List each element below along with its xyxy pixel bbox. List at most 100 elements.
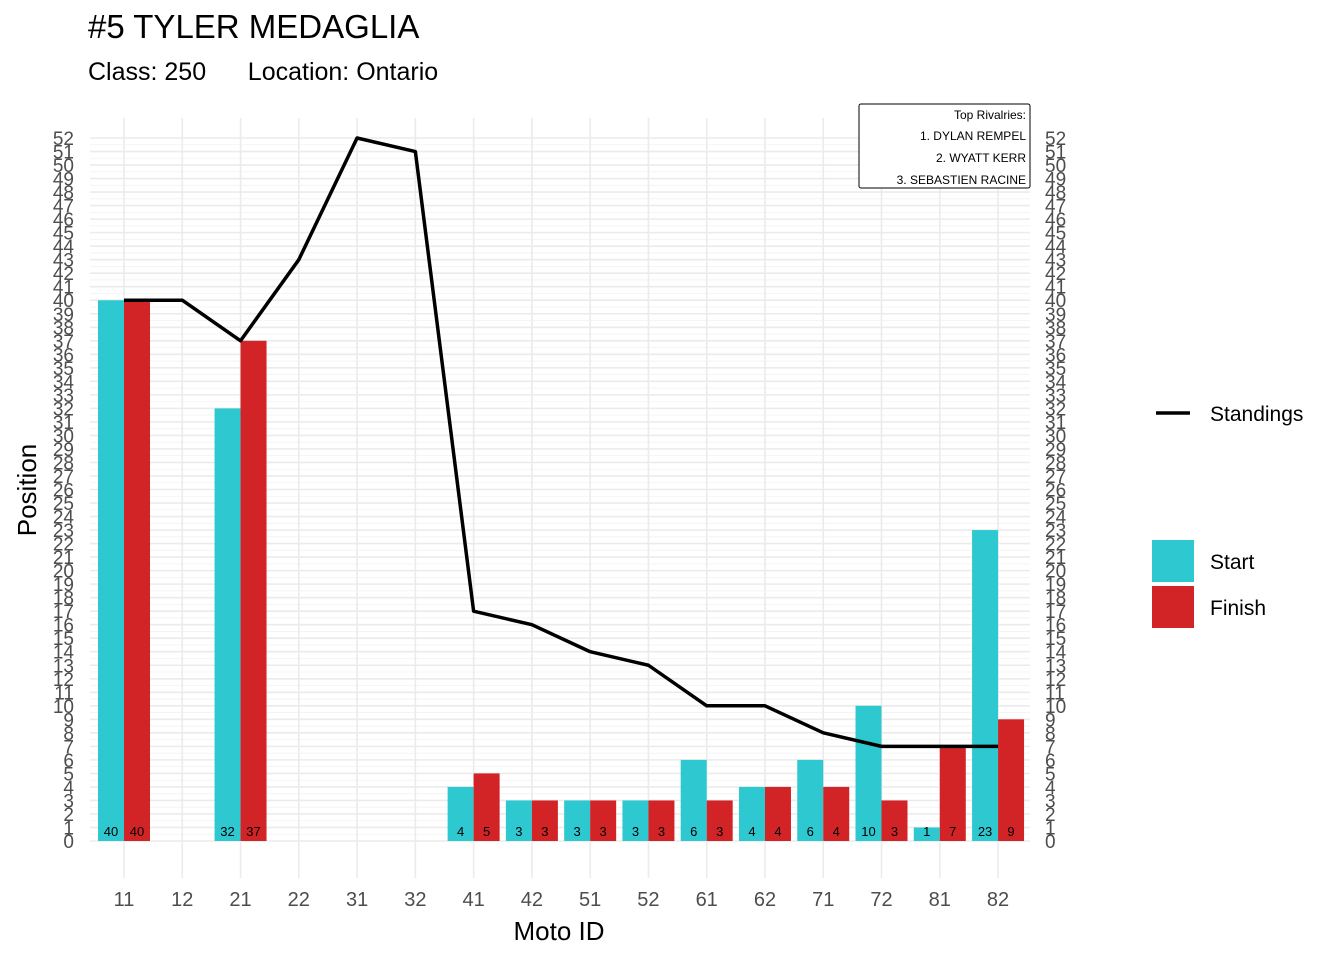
y-tick-label-left: 19 — [53, 575, 74, 596]
y-tick-label-left: 9 — [63, 710, 74, 731]
y-tick-label-right: 47 — [1045, 197, 1066, 218]
y-tick-label-right: 16 — [1045, 616, 1066, 637]
y-tick-label-right: 14 — [1045, 643, 1067, 664]
y-tick-label-left: 24 — [53, 508, 75, 529]
y-tick-label-right: 31 — [1045, 413, 1066, 434]
rivalry-item: 2. WYATT KERR — [936, 151, 1026, 165]
chart-subtitle: Class: 250 Location: Ontario — [88, 58, 439, 86]
x-axis-title: Moto ID — [513, 916, 604, 946]
x-tick-label: 41 — [462, 889, 484, 911]
bar-finish — [124, 300, 150, 841]
legend-finish-swatch — [1152, 586, 1194, 628]
y-axis-right: 0123456789101112131415161718192021222324… — [1045, 129, 1067, 853]
bar-start — [564, 800, 591, 841]
y-tick-label-right: 41 — [1045, 278, 1066, 299]
y-tick-label-left: 2 — [63, 805, 74, 826]
y-tick-label-left: 41 — [53, 278, 74, 299]
bar-start — [680, 759, 707, 841]
bar-label-finish: 3 — [716, 824, 723, 839]
y-tick-label-right: 4 — [1045, 778, 1056, 799]
y-tick-label-right: 19 — [1045, 575, 1066, 596]
bar-label-start: 23 — [978, 824, 992, 839]
y-tick-label-right: 2 — [1045, 805, 1056, 826]
y-tick-label-left: 30 — [53, 426, 74, 447]
y-tick-label-left: 25 — [53, 494, 74, 515]
y-tick-label-right: 34 — [1045, 372, 1067, 393]
bar-label-finish: 3 — [891, 824, 898, 839]
y-tick-label-left: 17 — [53, 602, 74, 623]
y-tick-label-right: 36 — [1045, 345, 1066, 366]
y-tick-label-right: 5 — [1045, 764, 1056, 785]
y-tick-label-right: 35 — [1045, 359, 1066, 380]
x-tick-label: 82 — [987, 889, 1009, 911]
y-tick-label-left: 32 — [53, 399, 74, 420]
y-tick-label-right: 48 — [1045, 183, 1066, 204]
x-tick-label: 21 — [229, 889, 251, 911]
y-tick-label-left: 46 — [53, 210, 74, 231]
y-tick-label-right: 10 — [1045, 697, 1066, 718]
y-tick-label-right: 52 — [1045, 129, 1066, 150]
bar-start — [855, 705, 882, 841]
bar-label-start: 6 — [690, 824, 697, 839]
bar-finish — [764, 786, 791, 841]
bar-label-start: 3 — [632, 824, 639, 839]
bar-finish — [706, 800, 733, 841]
x-tick-label: 51 — [579, 889, 601, 911]
rivalries-box: Top Rivalries: 1. DYLAN REMPEL 2. WYATT … — [858, 103, 1031, 189]
y-tick-label-right: 12 — [1045, 670, 1066, 691]
y-tick-label-left: 4 — [63, 778, 74, 799]
bar-start — [622, 800, 649, 841]
y-tick-label-left: 49 — [53, 170, 74, 191]
y-tick-label-left: 18 — [53, 589, 74, 610]
x-tick-label: 52 — [637, 889, 659, 911]
y-tick-label-right: 44 — [1045, 237, 1067, 258]
bar-start — [214, 408, 241, 841]
bar-label-finish: 37 — [246, 824, 260, 839]
y-tick-label-left: 51 — [53, 143, 74, 164]
bar-finish — [939, 746, 966, 841]
y-tick-label-right: 29 — [1045, 440, 1066, 461]
y-tick-label-left: 27 — [53, 467, 74, 488]
legend-start-label: Start — [1210, 551, 1255, 574]
y-tick-label-right: 3 — [1045, 791, 1056, 812]
bar-label-start: 6 — [807, 824, 814, 839]
y-tick-label-left: 14 — [53, 643, 75, 664]
y-tick-label-right: 37 — [1045, 332, 1066, 353]
y-tick-label-left: 33 — [53, 386, 74, 407]
bar-label-finish: 7 — [949, 824, 956, 839]
bar-finish — [823, 786, 850, 841]
bar-finish — [590, 800, 617, 841]
y-tick-label-right: 24 — [1045, 508, 1067, 529]
bar-label-start: 1 — [923, 824, 930, 839]
y-tick-label-right: 33 — [1045, 386, 1066, 407]
x-tick-label: 62 — [754, 889, 776, 911]
y-tick-label-left: 31 — [53, 413, 74, 434]
y-tick-label-left: 7 — [63, 737, 74, 758]
bar-label-finish: 4 — [833, 824, 840, 839]
y-tick-label-left: 42 — [53, 264, 74, 285]
bar-label-start: 32 — [220, 824, 234, 839]
y-tick-label-left: 11 — [54, 683, 74, 704]
y-tick-label-right: 0 — [1045, 832, 1056, 853]
x-tick-label: 32 — [404, 889, 426, 911]
y-tick-label-left: 29 — [53, 440, 74, 461]
y-tick-label-right: 6 — [1045, 751, 1056, 772]
y-tick-label-right: 22 — [1045, 535, 1066, 556]
bar-finish — [473, 773, 500, 841]
bar-label-finish: 3 — [541, 824, 548, 839]
y-tick-label-right: 21 — [1045, 548, 1066, 569]
y-tick-label-right: 43 — [1045, 251, 1066, 272]
x-tick-label: 12 — [171, 889, 193, 911]
y-tick-label-left: 6 — [63, 751, 74, 772]
y-tick-label-right: 7 — [1045, 737, 1056, 758]
bar-start — [505, 800, 532, 841]
legend: Standings Start Finish — [1152, 403, 1303, 628]
y-tick-label-left: 22 — [53, 535, 74, 556]
bar-start — [98, 300, 124, 841]
y-tick-label-left: 3 — [63, 791, 74, 812]
bar-label-start: 10 — [861, 824, 875, 839]
y-tick-label-right: 38 — [1045, 318, 1066, 339]
y-tick-label-right: 11 — [1045, 683, 1065, 704]
bar-label-start: 3 — [515, 824, 522, 839]
y-tick-label-left: 38 — [53, 318, 74, 339]
